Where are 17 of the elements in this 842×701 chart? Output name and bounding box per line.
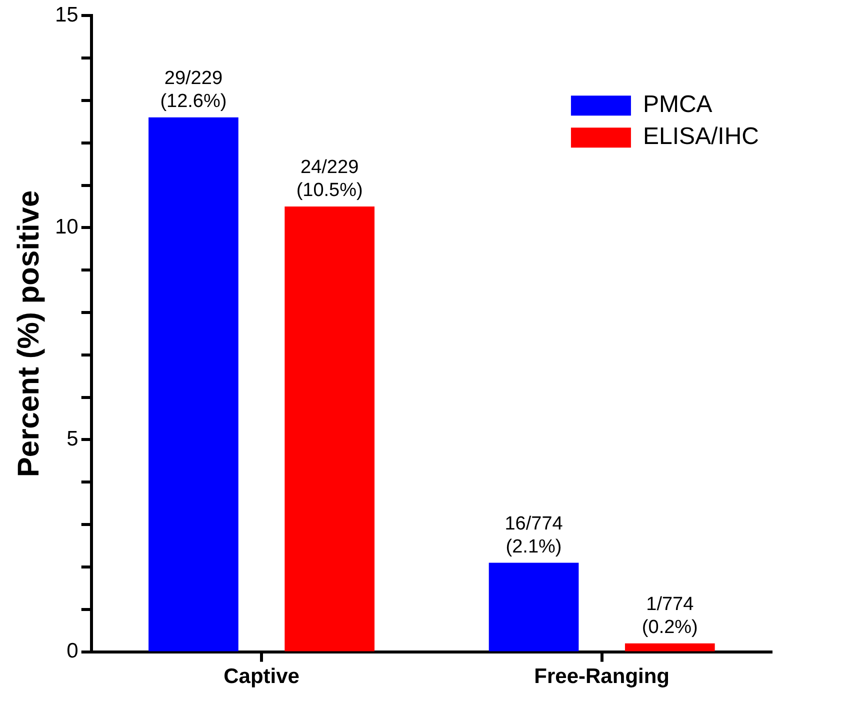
y-tick-label: 5 [66,428,78,451]
bar [488,562,579,652]
y-tick-label: 10 [55,215,78,238]
data-label: 24/229 (10.5%) [296,157,363,202]
data-label: 16/774 (2.1%) [504,513,564,558]
y-tick-label: 0 [66,640,78,663]
data-label: 1/774 (0.2%) [642,594,698,638]
legend-label: ELISA/IHC [642,123,760,150]
x-tick-label: Free-Ranging [534,665,670,688]
data-label: 29/229 (12.6%) [160,68,227,112]
y-axis-title: Percent (%) positive [12,190,46,478]
legend-label: PMCA [642,91,712,118]
x-tick-label: Captive [224,665,300,688]
y-tick-label: 15 [55,3,78,26]
bar [148,117,238,652]
bar [624,643,715,652]
bar [284,206,375,652]
